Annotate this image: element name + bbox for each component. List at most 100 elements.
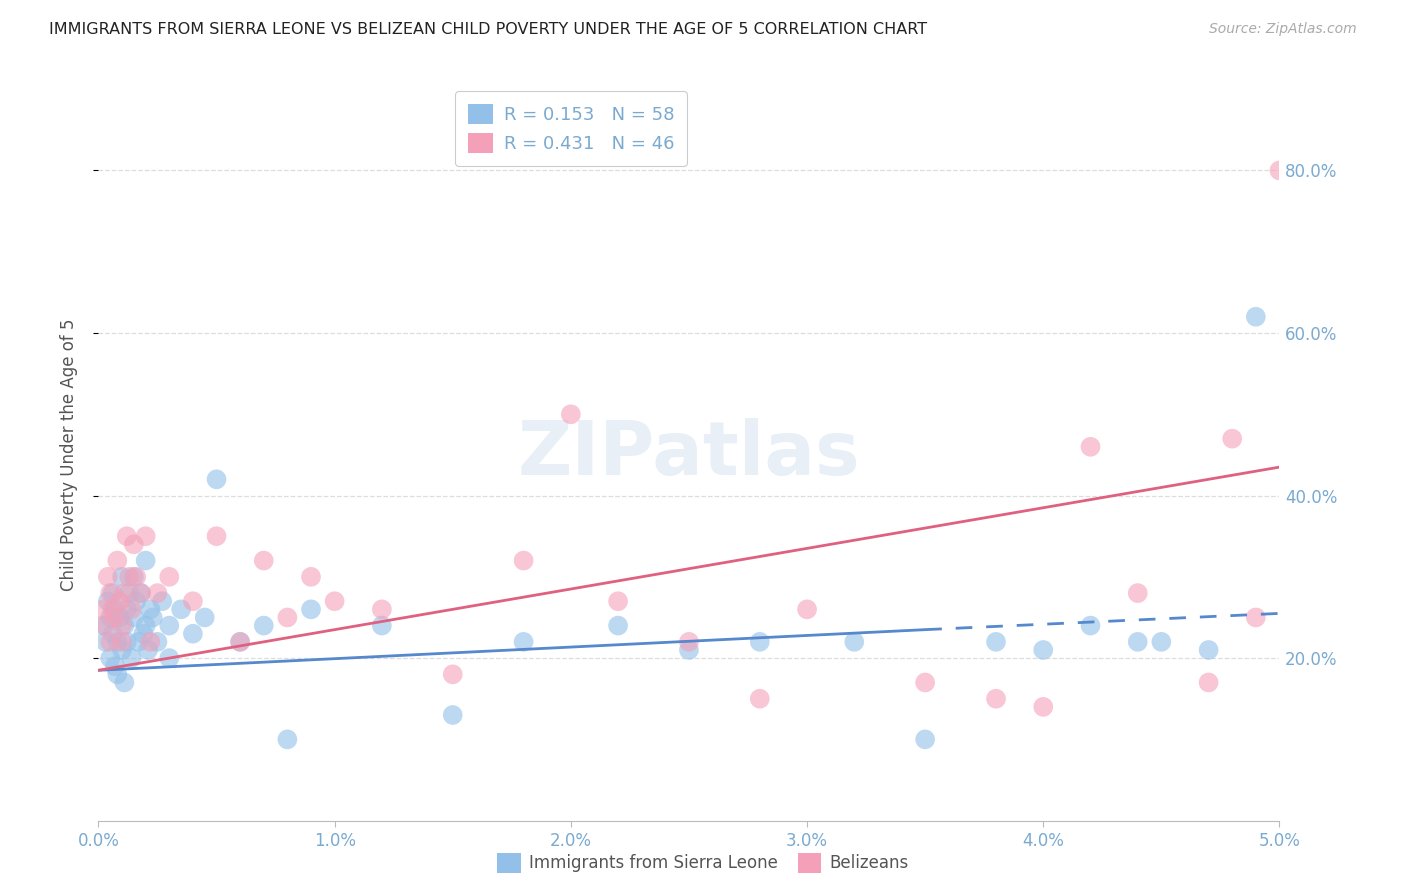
Point bbox=[104, 602, 127, 616]
Point bbox=[108, 594, 131, 608]
Point bbox=[142, 610, 165, 624]
Point bbox=[1126, 635, 1149, 649]
Point bbox=[105, 667, 128, 681]
Point bbox=[94, 635, 117, 649]
Point bbox=[105, 635, 128, 649]
Point bbox=[1080, 440, 1102, 454]
Point bbox=[205, 472, 228, 486]
Point bbox=[150, 594, 173, 608]
Point bbox=[112, 586, 135, 600]
Point bbox=[1244, 610, 1267, 624]
Point bbox=[914, 675, 936, 690]
Point bbox=[97, 570, 120, 584]
Point bbox=[229, 635, 252, 649]
Point bbox=[132, 626, 155, 640]
Point bbox=[111, 570, 134, 584]
Point bbox=[157, 570, 180, 584]
Point bbox=[984, 691, 1007, 706]
Point bbox=[170, 602, 193, 616]
Point bbox=[136, 643, 159, 657]
Point bbox=[111, 643, 134, 657]
Point bbox=[181, 626, 204, 640]
Point bbox=[94, 618, 117, 632]
Point bbox=[1126, 586, 1149, 600]
Point bbox=[1244, 310, 1267, 324]
Point bbox=[139, 602, 162, 616]
Point bbox=[115, 635, 138, 649]
Point bbox=[115, 529, 138, 543]
Point bbox=[299, 602, 322, 616]
Point bbox=[441, 667, 464, 681]
Point bbox=[121, 602, 143, 616]
Point bbox=[146, 586, 169, 600]
Point bbox=[98, 635, 121, 649]
Point bbox=[205, 529, 228, 543]
Point bbox=[194, 610, 217, 624]
Point bbox=[122, 610, 145, 624]
Point bbox=[128, 635, 150, 649]
Point bbox=[276, 610, 298, 624]
Point bbox=[512, 553, 534, 567]
Point bbox=[914, 732, 936, 747]
Point bbox=[157, 618, 180, 632]
Point bbox=[299, 570, 322, 584]
Point bbox=[253, 618, 276, 632]
Point bbox=[146, 635, 169, 649]
Point bbox=[101, 602, 124, 616]
Point bbox=[560, 407, 582, 421]
Point bbox=[125, 570, 148, 584]
Point bbox=[512, 635, 534, 649]
Point bbox=[748, 691, 770, 706]
Point bbox=[1198, 675, 1220, 690]
Point bbox=[129, 586, 152, 600]
Point bbox=[122, 537, 145, 551]
Point bbox=[112, 675, 135, 690]
Point bbox=[98, 586, 121, 600]
Point bbox=[607, 618, 630, 632]
Point bbox=[441, 708, 464, 723]
Point bbox=[229, 635, 252, 649]
Point bbox=[129, 586, 152, 600]
Legend: Immigrants from Sierra Leone, Belizeans: Immigrants from Sierra Leone, Belizeans bbox=[491, 847, 915, 880]
Point bbox=[323, 594, 346, 608]
Point bbox=[108, 610, 131, 624]
Point bbox=[122, 570, 145, 584]
Point bbox=[135, 553, 157, 567]
Point bbox=[98, 610, 121, 624]
Point bbox=[748, 635, 770, 649]
Point bbox=[371, 618, 394, 632]
Point bbox=[1220, 432, 1243, 446]
Point bbox=[118, 570, 141, 584]
Point bbox=[371, 602, 394, 616]
Point bbox=[1198, 643, 1220, 657]
Point bbox=[98, 651, 121, 665]
Point bbox=[1080, 618, 1102, 632]
Point bbox=[121, 651, 143, 665]
Point bbox=[111, 635, 134, 649]
Point bbox=[101, 626, 124, 640]
Point bbox=[135, 618, 157, 632]
Point bbox=[1032, 699, 1054, 714]
Point bbox=[253, 553, 276, 567]
Point bbox=[101, 586, 124, 600]
Point bbox=[112, 618, 135, 632]
Point bbox=[104, 610, 127, 624]
Point bbox=[97, 594, 120, 608]
Text: IMMIGRANTS FROM SIERRA LEONE VS BELIZEAN CHILD POVERTY UNDER THE AGE OF 5 CORREL: IMMIGRANTS FROM SIERRA LEONE VS BELIZEAN… bbox=[49, 22, 928, 37]
Text: Source: ZipAtlas.com: Source: ZipAtlas.com bbox=[1209, 22, 1357, 37]
Point bbox=[607, 594, 630, 608]
Point bbox=[91, 602, 114, 616]
Point bbox=[1150, 635, 1173, 649]
Point bbox=[111, 618, 134, 632]
Point bbox=[118, 586, 141, 600]
Point bbox=[181, 594, 204, 608]
Point bbox=[678, 635, 700, 649]
Point bbox=[135, 529, 157, 543]
Point bbox=[276, 732, 298, 747]
Point bbox=[984, 635, 1007, 649]
Legend: R = 0.153   N = 58, R = 0.431   N = 46: R = 0.153 N = 58, R = 0.431 N = 46 bbox=[456, 91, 686, 166]
Y-axis label: Child Poverty Under the Age of 5: Child Poverty Under the Age of 5 bbox=[59, 318, 77, 591]
Point bbox=[1032, 643, 1054, 657]
Point bbox=[125, 594, 148, 608]
Point bbox=[105, 553, 128, 567]
